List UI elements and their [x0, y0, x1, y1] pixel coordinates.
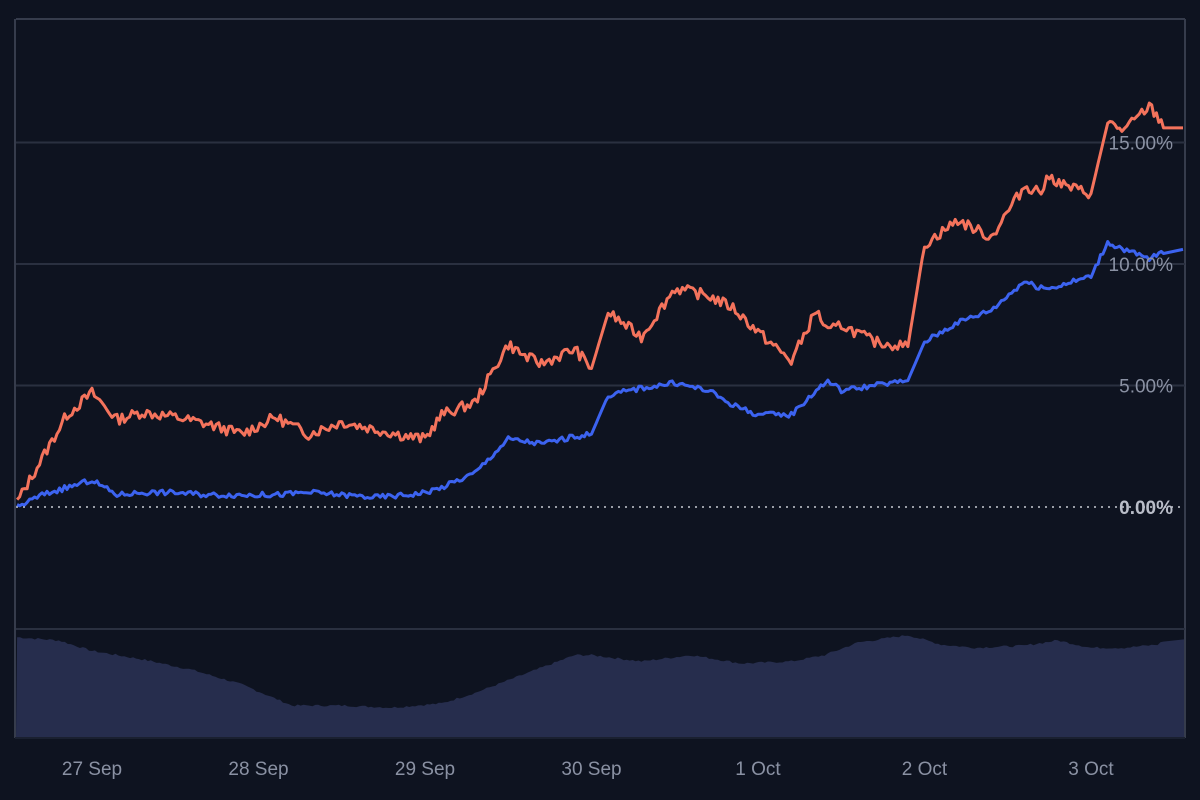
- gridlines: [16, 141, 1185, 630]
- volume-area: [16, 635, 1184, 737]
- x-tick-label: 28 Sep: [228, 759, 288, 780]
- series-a-line: [15, 101, 1183, 501]
- x-tick-label: 27 Sep: [62, 759, 122, 780]
- y-tick-label: 5.00%: [1119, 377, 1173, 398]
- series-b-line: [16, 240, 1184, 508]
- x-tick-label: 2 Oct: [902, 759, 948, 780]
- x-tick-label: 1 Oct: [735, 759, 781, 780]
- y-tick-label: 0.00%: [1119, 498, 1173, 519]
- x-tick-label: 30 Sep: [561, 759, 621, 780]
- y-axis-labels: 15.00% 10.00% 5.00% 0.00%: [1109, 134, 1174, 520]
- y-tick-label: 10.00%: [1109, 255, 1174, 276]
- y-tick-label: 15.00%: [1109, 134, 1174, 155]
- x-axis-labels: 27 Sep 28 Sep 29 Sep 30 Sep 1 Oct 2 Oct 3 Oct: [62, 759, 1115, 780]
- volume-pane: [16, 635, 1184, 737]
- x-tick-label: 29 Sep: [395, 759, 455, 780]
- series-lines: [15, 101, 1184, 508]
- x-tick-label: 3 Oct: [1068, 759, 1114, 780]
- plot-frame: [14, 18, 1186, 739]
